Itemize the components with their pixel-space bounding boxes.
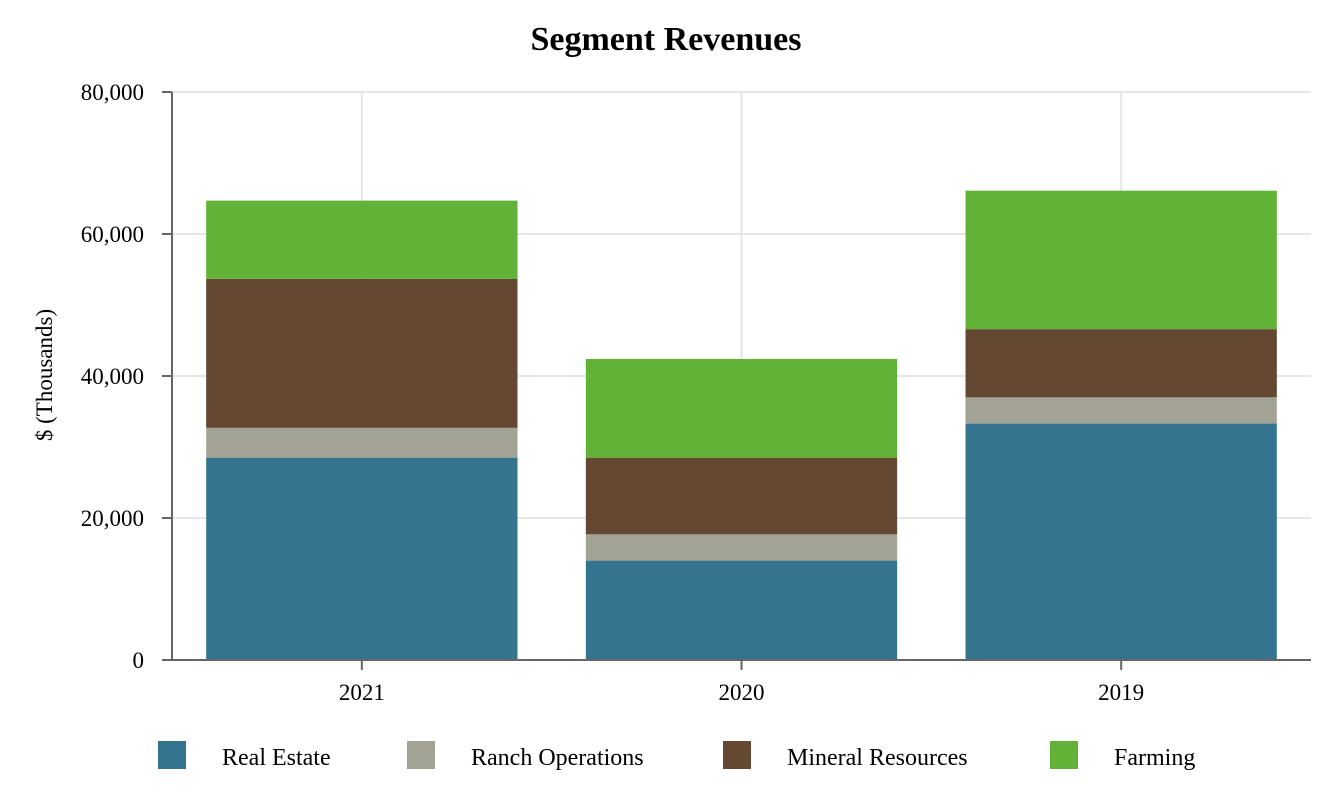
legend-label: Ranch Operations: [471, 745, 644, 771]
bar-segment: [585, 534, 898, 561]
bar-segment: [965, 190, 1277, 330]
bar-segment: [206, 278, 518, 428]
bar-segment: [965, 329, 1277, 398]
y-tick-label: 20,000: [81, 506, 144, 531]
legend-swatch: [1050, 741, 1078, 769]
x-tick-label: 2021: [339, 680, 385, 705]
y-tick-label: 80,000: [81, 80, 144, 105]
legend: Real Estate Ranch Operations Mineral Resou…: [158, 741, 1195, 771]
bar-segment: [206, 427, 518, 458]
x-tick-label: 2019: [1098, 680, 1144, 705]
y-tick-label: 60,000: [81, 222, 144, 247]
bar-segment: [206, 200, 518, 279]
bar-segment: [585, 358, 898, 458]
legend-swatch: [407, 741, 435, 769]
bar-segment: [206, 457, 518, 660]
chart-title: Segment Revenues: [530, 21, 801, 58]
bar-segment: [965, 397, 1277, 424]
bar-segment: [585, 457, 898, 535]
y-axis-label: $ (Thousands): [32, 309, 57, 441]
legend-label: Mineral Resources: [787, 745, 968, 771]
y-tick-label: 40,000: [81, 364, 144, 389]
bar-segment: [585, 560, 898, 660]
legend-label: Farming: [1114, 745, 1195, 771]
axes: [162, 91, 1311, 670]
bars: [206, 190, 1277, 660]
y-tick-label: 0: [133, 648, 145, 673]
x-tick-label: 2020: [719, 680, 765, 705]
legend-swatch: [723, 741, 751, 769]
legend-label: Real Estate: [222, 745, 331, 771]
bar-segment: [965, 423, 1277, 660]
legend-swatch: [158, 741, 186, 769]
tick-labels: 0 20,000 40,000 60,000 80,000 2021 2020 2019: [81, 80, 1144, 705]
